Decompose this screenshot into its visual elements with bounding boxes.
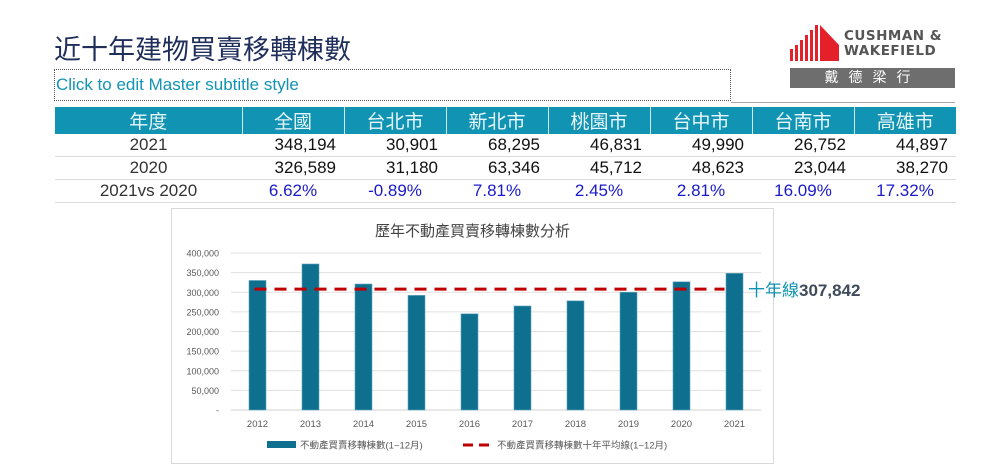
bar[interactable] — [301, 263, 320, 411]
table-cell: 2020 — [55, 156, 242, 180]
header-divider — [731, 102, 955, 103]
table-cell: 2021vs 2020 — [55, 179, 242, 203]
col-header-national: 全國 — [241, 107, 344, 134]
bar[interactable] — [248, 280, 267, 411]
table-cell: 23,044 — [752, 156, 854, 180]
table-cell: 7.81% — [446, 179, 548, 203]
table-cell: 44,897 — [854, 134, 956, 157]
subtitle-text[interactable]: Click to edit Master subtitle style — [56, 75, 299, 94]
legend-line-label: 不動產買賣移轉棟數十年平均線(1~12月) — [497, 440, 667, 452]
bar[interactable] — [513, 305, 532, 411]
avg-label-prefix: 十年線 — [748, 281, 799, 301]
x-tick-label: 2016 — [459, 419, 480, 430]
y-tick-label: 300,000 — [186, 288, 219, 298]
y-tick-label: 200,000 — [186, 327, 219, 337]
bar[interactable] — [619, 291, 638, 411]
table-cell: 45,712 — [548, 156, 650, 180]
y-tick-label: 50,000 — [191, 386, 219, 396]
table-cell: 68,295 — [446, 134, 548, 157]
company-logo: CUSHMAN & WAKEFIELD 戴德梁行 — [790, 25, 956, 88]
x-tick-label: 2017 — [512, 419, 533, 430]
avg-label-value: 307,842 — [799, 281, 861, 300]
table-cell: 2021 — [55, 134, 242, 157]
y-tick-label: 100,000 — [186, 366, 219, 376]
logo-line-1: CUSHMAN & — [844, 28, 943, 44]
y-tick-label: - — [216, 406, 219, 416]
table-row: 2020 326,589 31,180 63,346 45,712 48,623… — [55, 156, 956, 180]
table-row-growth: 2021vs 2020 6.62% -0.89% 7.81% 2.45% 2.8… — [55, 179, 956, 203]
x-tick-label: 2019 — [618, 419, 639, 430]
table-cell: 2.45% — [548, 179, 650, 203]
table-cell: 38,270 — [854, 156, 956, 180]
table-header-row: 年度 全國 台北市 新北市 桃園市 台中市 台南市 高雄市 — [55, 107, 956, 134]
col-header-taichung: 台中市 — [649, 107, 752, 134]
bar[interactable] — [672, 281, 691, 411]
table-cell: 6.62% — [242, 179, 344, 203]
logo-line-2: WAKEFIELD — [844, 43, 937, 59]
bar[interactable] — [354, 283, 373, 411]
legend-bar-swatch-icon — [267, 441, 296, 448]
col-header-taoyuan: 桃園市 — [547, 107, 650, 134]
table-cell: 46,831 — [548, 134, 650, 157]
table-cell: 16.09% — [752, 179, 854, 203]
table-cell: 63,346 — [446, 156, 548, 180]
bar[interactable] — [725, 273, 744, 411]
logo-mark-icon — [790, 25, 839, 61]
table-cell: 326,589 — [242, 156, 344, 180]
chart-plot: - 50,000 100,000 150,000 200,000 250,000 300,0… — [186, 249, 761, 452]
page-title: 近十年建物買賣移轉棟數 — [54, 35, 351, 66]
x-tick-label: 2015 — [406, 419, 427, 430]
x-tick-label: 2014 — [353, 419, 374, 430]
x-tick-label: 2021 — [724, 419, 745, 430]
x-tick-label: 2012 — [247, 419, 268, 430]
subtitle-placeholder[interactable]: Click to edit Master subtitle style — [54, 69, 731, 101]
legend-bar-label: 不動產買賣移轉棟數(1~12月) — [300, 440, 423, 452]
bar-chart[interactable]: 歷年不動產買賣移轉棟數分析 - 50,000 100,000 150,000 200,0… — [171, 208, 774, 464]
table-cell: 31,180 — [344, 156, 446, 180]
table-cell: 48,623 — [650, 156, 752, 180]
table-cell: -0.89% — [344, 179, 446, 203]
table-cell: 26,752 — [752, 134, 854, 157]
col-header-kaohsiung: 高雄市 — [853, 107, 956, 134]
table-cell: 2.81% — [650, 179, 752, 203]
bar[interactable] — [460, 313, 479, 411]
col-header-new-taipei: 新北市 — [445, 107, 548, 134]
col-header-tainan: 台南市 — [751, 107, 854, 134]
table-cell: 17.32% — [854, 179, 956, 203]
bar[interactable] — [566, 300, 585, 411]
comparison-table: 年度 全國 台北市 新北市 桃園市 台中市 台南市 高雄市 2021 348,1… — [55, 107, 956, 203]
y-tick-label: 350,000 — [186, 268, 219, 278]
y-tick-label: 150,000 — [186, 347, 219, 357]
y-tick-label: 400,000 — [186, 249, 219, 259]
logo-wordmark: CUSHMAN & WAKEFIELD — [844, 29, 942, 59]
ten-year-average-label: 十年線307,842 — [748, 276, 860, 301]
bar[interactable] — [407, 295, 426, 411]
x-tick-label: 2013 — [300, 419, 321, 430]
table-row: 2021 348,194 30,901 68,295 46,831 49,990… — [55, 134, 956, 157]
chart-title: 歷年不動產買賣移轉棟數分析 — [374, 222, 570, 240]
table-cell: 49,990 — [650, 134, 752, 157]
x-tick-label: 2020 — [671, 419, 692, 430]
table-cell: 30,901 — [344, 134, 446, 157]
y-tick-label: 250,000 — [186, 307, 219, 317]
col-header-taipei: 台北市 — [343, 107, 446, 134]
x-tick-label: 2018 — [565, 419, 586, 430]
table-cell: 348,194 — [242, 134, 344, 157]
logo-chinese-band: 戴德梁行 — [790, 68, 955, 88]
col-header-year: 年度 — [55, 107, 242, 134]
